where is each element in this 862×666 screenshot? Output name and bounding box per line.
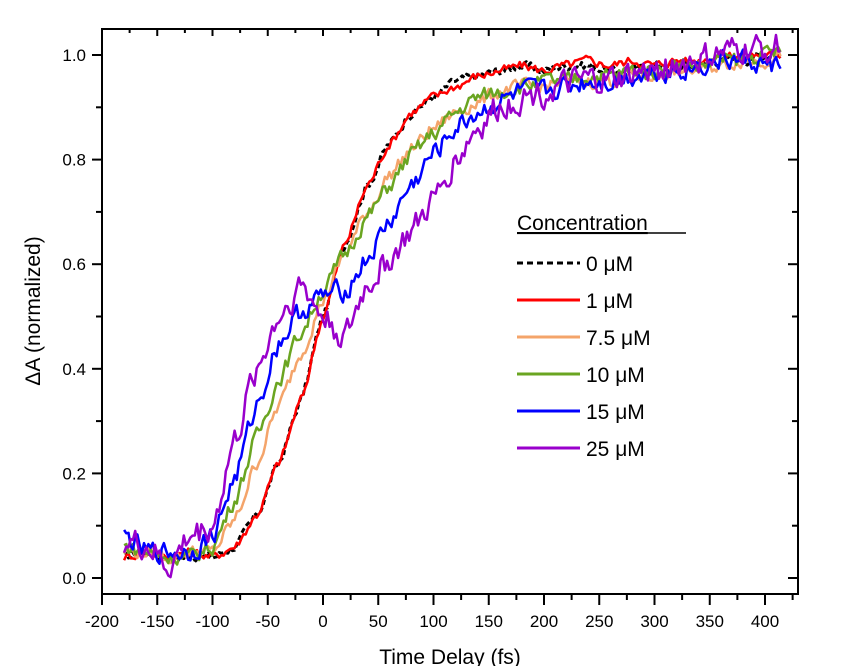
series-line-0 [123, 52, 782, 564]
y-axis-ticks: 0.0 0.2 0.4 0.6 0.8 1.0 [62, 46, 798, 588]
y-tick-label: 0.2 [62, 464, 86, 483]
series-line-4 [123, 48, 782, 565]
x-tick-label: 250 [585, 612, 613, 631]
x-tick-label: 150 [475, 612, 503, 631]
y-tick-label: 0.6 [62, 255, 86, 274]
x-tick-label: -50 [255, 612, 280, 631]
legend-label: 7.5 μM [586, 327, 651, 350]
legend-label: 15 μM [586, 401, 645, 424]
legend-label: 10 μM [586, 364, 645, 387]
y-tick-label: 1.0 [62, 46, 86, 65]
x-tick-label: 400 [751, 612, 779, 631]
x-tick-label: 300 [640, 612, 668, 631]
x-tick-label: 350 [696, 612, 724, 631]
legend: Concentration 0 μM 1 μM 7.5 μM 10 μM 15 μM 25… [517, 212, 686, 461]
y-tick-label: 0.0 [62, 569, 86, 588]
x-tick-label: -150 [140, 612, 174, 631]
x-tick-label: 0 [318, 612, 327, 631]
x-tick-label: 100 [419, 612, 447, 631]
x-tick-label: -200 [85, 612, 119, 631]
series-line-1 [122, 49, 782, 563]
y-axis-title: ΔA (normalized) [22, 236, 45, 385]
y-tick-label: 0.8 [62, 151, 86, 170]
plot-frame [101, 28, 799, 595]
x-tick-label: -100 [195, 612, 229, 631]
x-tick-label: 200 [530, 612, 558, 631]
series-line-5 [122, 33, 781, 579]
x-tick-label: 50 [369, 612, 388, 631]
x-axis-title: Time Delay (fs) [379, 646, 521, 666]
legend-title: Concentration [517, 212, 648, 235]
legend-label: 25 μM [586, 438, 645, 461]
series-line-2 [122, 48, 782, 565]
series-curves [122, 33, 782, 579]
series-line-3 [123, 44, 782, 566]
legend-label: 1 μM [586, 290, 633, 313]
y-tick-label: 0.4 [62, 360, 86, 379]
legend-label: 0 μM [586, 253, 633, 276]
x-axis-ticks: -200 -150 -100 -50 0 50 100 150 200 250 300 350 400 [85, 29, 794, 631]
